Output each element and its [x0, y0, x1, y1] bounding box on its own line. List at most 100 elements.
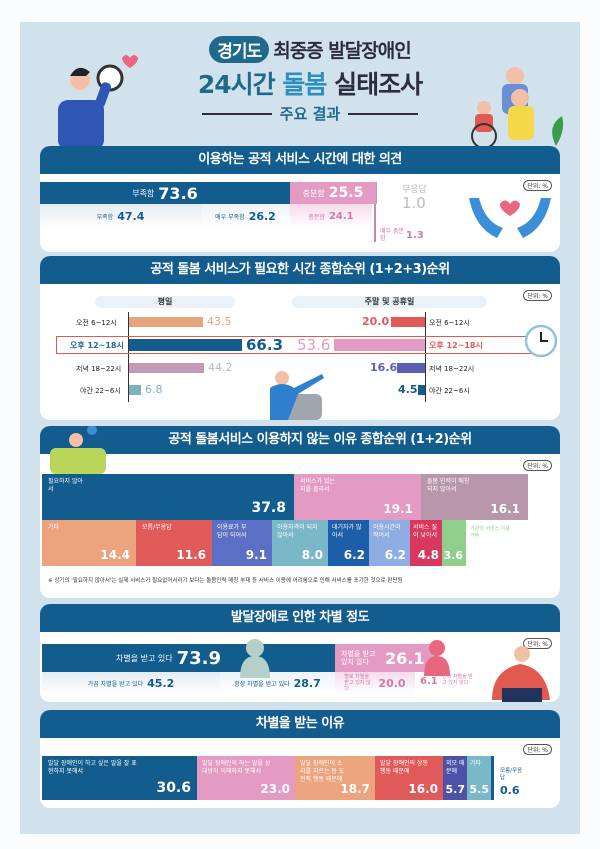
disc-reason-label: 발달 장애인이 하는 말을 상대방이 이해하지 못해서: [202, 760, 271, 775]
disc-reason-value: 5.7: [445, 783, 466, 796]
reason-bar-no-answer: 모름/무응답 11.6: [136, 520, 212, 566]
noresp-bar: [376, 182, 377, 204]
disc-reason-label: 기타: [470, 760, 482, 767]
reason-value: 16.1: [490, 502, 520, 516]
clock-icon: [524, 324, 558, 358]
never-discriminated-value: 6.1: [420, 676, 438, 687]
section-needed-time-ranking: 공적 돌봄 서비스가 필요한 시간 종합순위 (1+2+3)순위 단위: % 평…: [40, 256, 560, 420]
reason-bar-low-quality: 서비스 질이 낮아서 4.8: [410, 520, 442, 566]
disc-reason-bar-expression: 발달 장애인이 하고 싶은 말을 잘 표현하지 못해서 30.6: [42, 756, 197, 800]
reason-value: 11.6: [176, 548, 206, 562]
reason-label: 서비스가 있는지를 몰라서: [300, 478, 336, 493]
sufficient-label: 충분함: [302, 188, 325, 198]
disc-reason-bar-other: 기타 5.5: [467, 756, 491, 800]
disc-reason-bar-understanding: 발달 장애인이 하는 말을 상대방이 이해하지 못해서 23.0: [197, 756, 295, 800]
weekend-bar-night: [418, 385, 425, 395]
section-title: 발달장애로 인한 차별 정도: [40, 604, 560, 632]
sub-label: 매우 부족함: [215, 213, 245, 221]
disc-reason-label: 외모 때문에: [446, 760, 465, 775]
sub-value: 28.7: [293, 676, 321, 690]
disc-reason-label: 발달 장애인이 소리를 지르는 등 도전적 행동 때문에: [300, 760, 345, 783]
rarely-discriminated: 별로 차별을 받고 있지 않다 20.0: [335, 672, 415, 694]
reason-label: 필요하지 않아서: [48, 478, 84, 493]
disc-reason-value-no-answer: 0.6: [500, 784, 520, 797]
questioning-man-illustration: [50, 426, 106, 474]
disc-reason-value: 23.0: [260, 782, 290, 796]
sub-value: 47.4: [117, 209, 145, 223]
region-badge: 경기도: [209, 36, 270, 63]
sad-face-icon: [240, 639, 270, 678]
subtitle: 주요 결과: [279, 105, 341, 123]
weekday-bar-night: [129, 385, 141, 395]
disc-reason-bar-stereotypy: 발달 장애인의 상동행동 때문에 16.0: [375, 756, 443, 800]
row-label-evening: 저녁 18~22시: [429, 365, 475, 373]
caring-hands-illustration: [469, 198, 551, 238]
disc-reason-label-no-answer: 모름/무응답: [500, 768, 523, 781]
unit-label: 단위: %: [523, 744, 552, 755]
reason-value: 4.8: [417, 548, 439, 562]
section-title: 이용하는 공적 서비스 시간에 대한 의견: [40, 146, 560, 174]
sufficient-bar: 충분함 25.5: [290, 182, 376, 204]
reason-value: 6.2: [343, 548, 365, 562]
reason-value: 3.6: [443, 549, 464, 562]
unit-label: 단위: %: [523, 460, 552, 471]
section-service-time-opinion: 이용하는 공적 서비스 시간에 대한 의견 단위: % 부족함 73.6 부족함…: [40, 146, 560, 252]
not-discriminated-bar: 차별을 받고 있지 않다 26.1: [335, 644, 438, 672]
weekend-bar-morning: [391, 317, 425, 327]
sometimes-discriminated: 가끔 차별을 받고 있다 45.2: [42, 672, 220, 694]
reason-bar-ineligible: 이용자격이 되지 않아서 8.0: [272, 520, 328, 566]
insufficient-sub2: 매우 부족함 26.2: [201, 204, 290, 228]
reason-bar-cost: 이용료가 부담이 되어서 9.1: [212, 520, 272, 566]
unit-label: 단위: %: [523, 180, 552, 191]
reason-bar-not-needed: 필요하지 않아서 37.8: [42, 474, 294, 520]
man-with-binoculars-illustration: [492, 646, 550, 702]
insufficient-bar: 부족함 73.6: [40, 182, 290, 204]
discriminated-bar: 차별을 받고 있다 73.9: [42, 644, 335, 672]
reason-value: 37.8: [251, 500, 286, 516]
reason-value: 9.1: [245, 548, 267, 562]
sub-value: 26.2: [248, 209, 276, 223]
disc-reason-value: 30.6: [156, 780, 191, 796]
never-discriminated-label: 전혀 차별을 받고 있지 않다: [442, 674, 473, 686]
weekend-bar-evening: [397, 363, 425, 373]
reason-label: 기타: [48, 524, 60, 531]
smiling-face-icon: [424, 640, 450, 676]
divider-line: [201, 112, 272, 115]
insufficient-sub1: 부족함 47.4: [40, 204, 201, 228]
sufficient-value: 25.5: [328, 185, 364, 201]
title-24h: 24시간: [197, 70, 276, 99]
sub-label: 충분함: [308, 213, 325, 221]
weekend-bar-afternoon: [334, 339, 425, 351]
sub-value: 20.0: [378, 676, 406, 690]
man-with-magnifier-illustration: [58, 55, 138, 150]
insufficient-label: 부족함: [132, 188, 155, 198]
divider-line: [348, 112, 419, 115]
reason-bar-short-hours: 이용시간이 적어서 6.2: [369, 520, 410, 566]
pointing-man-illustration: [270, 371, 324, 420]
sub-label: 별로 차별을 받고 있지 않다: [344, 674, 371, 692]
sub-label: 가끔 차별을 받고 있다: [87, 680, 144, 688]
reason-label-refused: 기관의 서비스 이용 거부: [470, 526, 510, 539]
noresp-value: 1.0: [402, 194, 426, 212]
row-label-night: 야간 22~6시: [80, 387, 121, 395]
reason-label: 이용자격이 되지 않아서: [277, 524, 318, 539]
row-label-morning: 오전 6~12시: [429, 319, 470, 327]
row-label-afternoon: 오후 12~18시: [70, 341, 124, 350]
weekend-header: 주말 및 공휴일: [292, 296, 487, 308]
section-title-text: 공적 돌봄서비스 이용하지 않는 이유 종합순위 (1+2)순위: [168, 432, 472, 447]
weekend-axis: [425, 312, 426, 402]
infographic-poster: 경기도 최중증 발달장애인 24시간 돌봄 실태조사 주요 결과 이용하는 공적 …: [20, 22, 580, 834]
reason-bar-unaware: 서비스가 있는지를 몰라서 19.1: [294, 474, 421, 520]
section-title: 공적 돌봄서비스 이용하지 않는 이유 종합순위 (1+2)순위: [40, 426, 560, 454]
discriminated-label: 차별을 받고 있다: [115, 653, 173, 663]
title-survey: 실태조사: [334, 70, 423, 99]
section-discrimination-level: 발달장애로 인한 차별 정도 단위: % 차별을 받고 있다 73.9 가끔 차…: [40, 604, 560, 702]
sufficient-sub1: 충분함 24.1: [290, 204, 372, 228]
weekday-header: 평일: [95, 296, 235, 308]
disc-reason-bar-appearance: 외모 때문에 5.7: [443, 756, 467, 800]
section-title: 공적 돌봄 서비스가 필요한 시간 종합순위 (1+2+3)순위: [40, 256, 560, 284]
title-line1: 최중증 발달장애인: [273, 40, 411, 62]
disc-reason-value: 5.5: [469, 783, 490, 796]
reason-bar-no-match: 돌봄 인력이 매칭되지 않아서 16.1: [421, 474, 528, 520]
reason-value: 14.4: [100, 548, 130, 562]
